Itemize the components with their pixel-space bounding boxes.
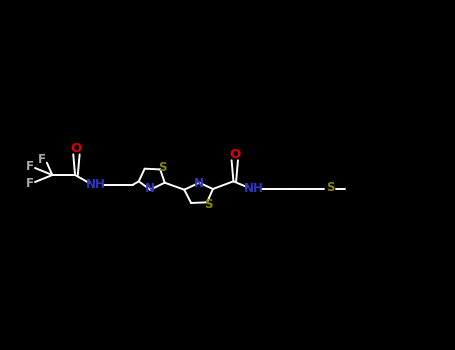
Text: NH: NH xyxy=(86,178,106,191)
Text: S: S xyxy=(158,161,166,174)
Text: S: S xyxy=(326,181,334,195)
Text: F: F xyxy=(38,153,46,166)
Text: S: S xyxy=(204,198,212,211)
Text: O: O xyxy=(229,148,240,161)
Text: O: O xyxy=(71,142,82,155)
Text: F: F xyxy=(25,176,34,190)
Text: NH: NH xyxy=(244,182,264,196)
Text: N: N xyxy=(194,177,204,190)
Text: N: N xyxy=(145,182,155,195)
Text: F: F xyxy=(25,160,34,174)
